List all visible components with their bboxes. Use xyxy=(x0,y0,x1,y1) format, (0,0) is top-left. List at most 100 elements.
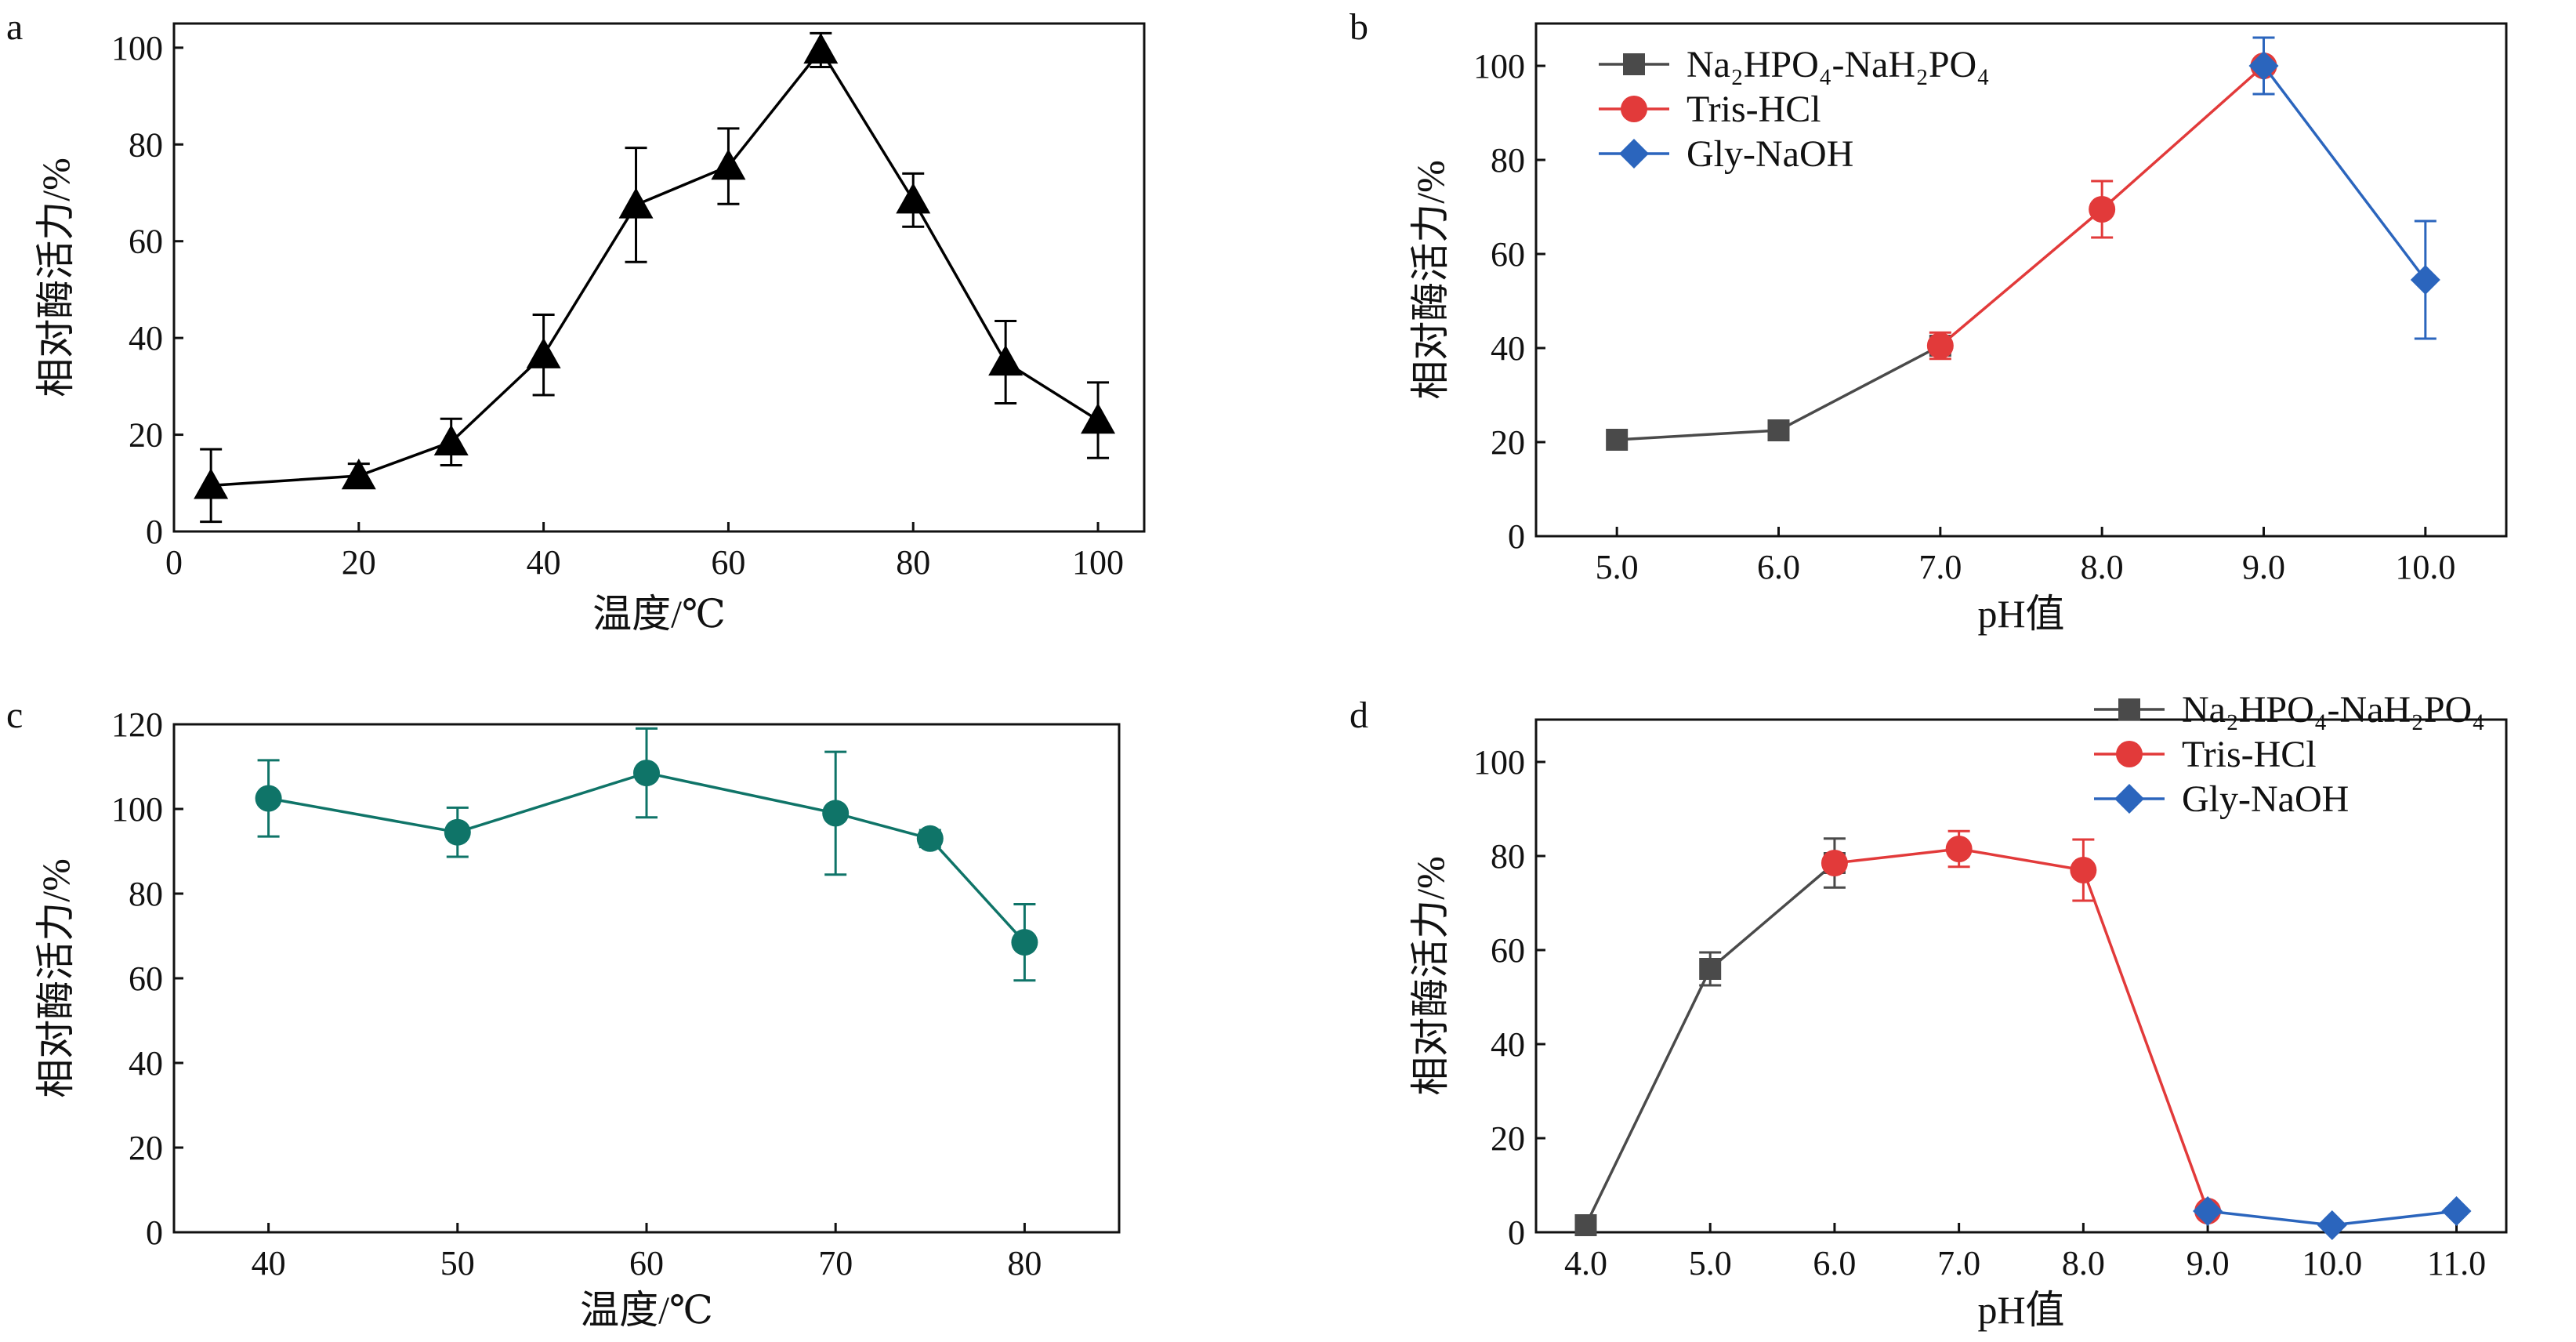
y-tick-label: 100 xyxy=(111,29,163,67)
legend-entry: Tris-HCl xyxy=(2182,734,2317,775)
x-tick-label: 5.0 xyxy=(1596,548,1639,586)
x-tick-label: 80 xyxy=(1007,1244,1042,1282)
y-axis-label: 相对酶活力/% xyxy=(34,158,78,397)
data-point-marker xyxy=(526,337,561,368)
data-point-marker xyxy=(1574,1214,1597,1236)
series-Gly-NaOH xyxy=(2193,1196,2472,1240)
x-tick-label: 40 xyxy=(252,1244,286,1282)
data-point-marker xyxy=(2317,1210,2347,1240)
panel-b: b 0 20 40 60 80 100 5.0 6.0 7.0 8.0 9.0 10.0 pH值 相对酶活力… xyxy=(1350,6,2508,636)
y-tick-label: 20 xyxy=(1491,423,1525,462)
y-tick-label: 0 xyxy=(1508,1213,1525,1252)
data-point-marker xyxy=(988,345,1024,376)
data-point-marker xyxy=(255,785,282,812)
series-line xyxy=(2263,64,2427,281)
data-point-marker xyxy=(2248,51,2279,81)
y-tick-label: 40 xyxy=(129,319,163,357)
data-point-marker xyxy=(1821,850,1848,876)
legend-entry: Gly-NaOH xyxy=(2182,778,2349,820)
x-tick-label: 70 xyxy=(818,1244,853,1282)
x-tick-label: 40 xyxy=(527,543,561,582)
y-tick-label: 60 xyxy=(129,223,163,261)
series-line xyxy=(211,47,1099,488)
x-tick-label: 6.0 xyxy=(1757,548,1800,586)
y-tick-label: 100 xyxy=(1473,47,1525,85)
x-tick-label: 5.0 xyxy=(1689,1244,1732,1282)
y-tick-label: 60 xyxy=(1491,931,1525,970)
y-tick-label: 80 xyxy=(1491,141,1525,180)
y-tick-label: 120 xyxy=(111,705,163,744)
legend-swatch-marker xyxy=(1623,53,1645,75)
y-tick-label: 100 xyxy=(1473,743,1525,782)
y-tick-label: 60 xyxy=(129,959,163,998)
data-point-marker xyxy=(2193,1196,2223,1226)
x-tick-label: 0 xyxy=(165,543,183,582)
panel-letter: b xyxy=(1350,6,1368,48)
data-point-marker xyxy=(1081,403,1116,434)
legend-entry: Na₂HPO₄-NaH₂PO₄ xyxy=(2182,689,2485,731)
data-point-marker xyxy=(1011,929,1038,956)
x-tick-label: 7.0 xyxy=(1937,1244,1980,1282)
y-tick-label: 60 xyxy=(1491,235,1525,274)
y-axis-label: 相对酶活力/% xyxy=(1408,856,1452,1096)
x-axis-label: pH值 xyxy=(1977,592,2064,636)
data-point-marker xyxy=(1926,332,1954,359)
legend-swatch-marker xyxy=(2114,784,2144,814)
series-data xyxy=(194,31,1116,524)
x-tick-label: 60 xyxy=(711,543,745,582)
data-point-marker xyxy=(618,187,654,219)
x-tick-label: 60 xyxy=(629,1244,664,1282)
y-tick-label: 40 xyxy=(1491,1025,1525,1064)
panel-d: d 0 20 40 60 80 100 4.0 5.0 6.0 7.0 8.0 9.0 10.0 11.0 p… xyxy=(1350,689,2508,1332)
data-point-marker xyxy=(2441,1196,2472,1226)
data-point-marker xyxy=(633,760,660,787)
y-tick-label: 0 xyxy=(146,513,163,551)
panel-a: a 0 20 40 60 80 100 0 20 40 60 80 100 温度/℃ 相对酶活力/% xyxy=(6,6,1146,636)
series-Tris-HCl xyxy=(1926,53,2277,361)
plot-frame xyxy=(1534,718,2508,1234)
x-axis-label: 温度/℃ xyxy=(580,1288,713,1332)
x-tick-label: 8.0 xyxy=(2062,1244,2105,1282)
panel-letter: c xyxy=(6,695,23,736)
data-point-marker xyxy=(2089,196,2116,223)
y-tick-label: 80 xyxy=(1491,837,1525,876)
series-line xyxy=(268,771,1026,944)
data-point-marker xyxy=(433,424,469,455)
series-line xyxy=(1584,861,1836,1226)
series-Na₂HPO₄-NaH₂PO₄ xyxy=(1574,837,1846,1236)
x-axis-label: 温度/℃ xyxy=(592,592,726,636)
data-point-marker xyxy=(2070,857,2097,883)
x-tick-label: 8.0 xyxy=(2081,548,2124,586)
y-tick-label: 40 xyxy=(1491,329,1525,368)
data-point-marker xyxy=(1767,419,1790,441)
y-tick-label: 0 xyxy=(146,1213,163,1252)
data-point-marker xyxy=(896,183,931,214)
data-point-marker xyxy=(711,149,746,180)
legend-entry: Gly-NaOH xyxy=(1687,133,1853,175)
series-line xyxy=(1834,847,2209,1212)
y-axis-label: 相对酶活力/% xyxy=(1408,160,1452,400)
data-point-marker xyxy=(1606,429,1629,451)
x-tick-label: 80 xyxy=(896,543,930,582)
panel-c: c 0 20 40 60 80 100 120 40 50 60 70 80 温度/℃ 相对酶活力/% xyxy=(6,695,1121,1332)
x-axis-label: pH值 xyxy=(1977,1288,2064,1332)
legend-entry: Na₂HPO₄-NaH₂PO₄ xyxy=(1687,44,1990,85)
y-tick-label: 100 xyxy=(111,790,163,829)
plot-frame xyxy=(1534,22,2508,538)
data-point-marker xyxy=(822,800,850,827)
series-Na₂HPO₄-NaH₂PO₄ xyxy=(1606,335,1951,451)
data-point-marker xyxy=(444,818,471,846)
x-tick-label: 10.0 xyxy=(2395,548,2455,586)
data-point-marker xyxy=(1945,836,1973,862)
y-axis-label: 相对酶活力/% xyxy=(34,858,78,1098)
series-Gly-NaOH xyxy=(2248,36,2440,340)
legend-entry: Tris-HCl xyxy=(1687,89,1821,130)
data-point-marker xyxy=(803,32,839,64)
y-tick-label: 80 xyxy=(129,875,163,913)
data-point-marker xyxy=(1699,958,1722,980)
x-tick-label: 20 xyxy=(342,543,376,582)
data-point-marker xyxy=(2410,265,2440,295)
y-tick-label: 40 xyxy=(129,1044,163,1083)
